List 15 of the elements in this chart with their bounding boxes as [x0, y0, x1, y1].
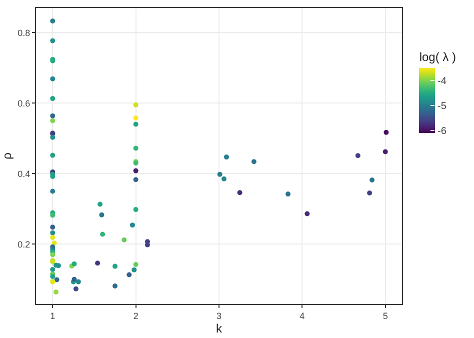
x-tick-label: 4: [300, 310, 305, 321]
x-tick-label: 3: [216, 310, 222, 321]
x-axis-title: k: [216, 322, 223, 336]
color-bar-title: log( λ ): [419, 50, 456, 64]
color-bar-label: -6: [438, 126, 447, 137]
x-tick-label: 1: [50, 310, 56, 321]
color-bar-label: -5: [438, 100, 447, 112]
y-tick-label: 0.2: [18, 239, 30, 250]
y-tick-label: 0.6: [18, 98, 30, 108]
y-axis-title: ρ: [0, 152, 14, 160]
y-tick-label: 0.8: [18, 28, 30, 38]
x-tick-label: 2: [133, 310, 138, 321]
x-tick-label: 5: [382, 310, 388, 321]
y-tick-label: 0.4: [18, 168, 30, 179]
color-bar-label: -4: [438, 76, 447, 87]
